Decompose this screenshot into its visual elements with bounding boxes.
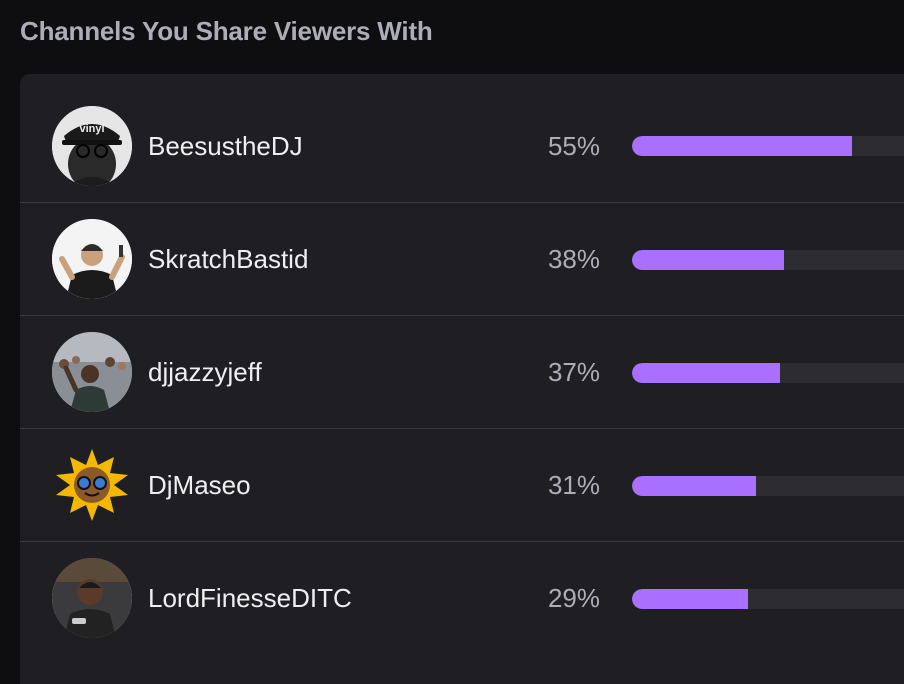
shared-percent: 55%	[547, 131, 600, 161]
avatar-skratchbastid	[52, 219, 132, 299]
share-bar-fill	[632, 250, 784, 270]
share-bar	[632, 589, 904, 609]
avatar-djmaseo-sun	[52, 445, 132, 525]
avatar[interactable]: vinyl	[52, 106, 132, 186]
channel-row[interactable]: SkratchBastid 38%	[20, 203, 904, 316]
share-bar-fill	[632, 589, 748, 609]
share-bar-fill	[632, 476, 756, 496]
channel-row[interactable]: vinyl BeesustheDJ 55%	[20, 74, 904, 203]
shared-percent: 29%	[547, 583, 600, 613]
avatar[interactable]	[52, 219, 132, 299]
share-bar	[632, 250, 904, 270]
channel-name[interactable]: LordFinesseDITC	[148, 583, 352, 613]
shared-percent: 37%	[547, 357, 600, 387]
channel-name[interactable]: SkratchBastid	[148, 244, 309, 274]
channel-row[interactable]: DjMaseo 31%	[20, 429, 904, 542]
channel-name[interactable]: BeesustheDJ	[148, 131, 303, 161]
avatar[interactable]	[52, 445, 132, 525]
share-bar	[632, 363, 904, 383]
shared-percent: 38%	[547, 244, 600, 274]
avatar[interactable]	[52, 558, 132, 638]
shared-percent: 31%	[547, 470, 600, 500]
section-title: Channels You Share Viewers With	[20, 16, 433, 46]
share-bar-fill	[632, 136, 852, 156]
shared-viewers-card: vinyl BeesustheDJ 55% SkratchBastid 38%	[20, 74, 904, 684]
share-bar-fill	[632, 363, 780, 383]
channel-name[interactable]: DjMaseo	[148, 470, 251, 500]
avatar-beesusthedj: vinyl	[52, 106, 132, 186]
avatar[interactable]	[52, 332, 132, 412]
channel-name[interactable]: djjazzyjeff	[148, 357, 262, 387]
avatar-djjazzyjeff	[52, 332, 132, 412]
share-bar	[632, 136, 904, 156]
avatar-lordfinesseditc	[52, 558, 132, 638]
channel-row[interactable]: djjazzyjeff 37%	[20, 316, 904, 429]
avatar-text: vinyl	[79, 123, 104, 135]
channel-row[interactable]: LordFinesseDITC 29%	[20, 542, 904, 655]
share-bar	[632, 476, 904, 496]
